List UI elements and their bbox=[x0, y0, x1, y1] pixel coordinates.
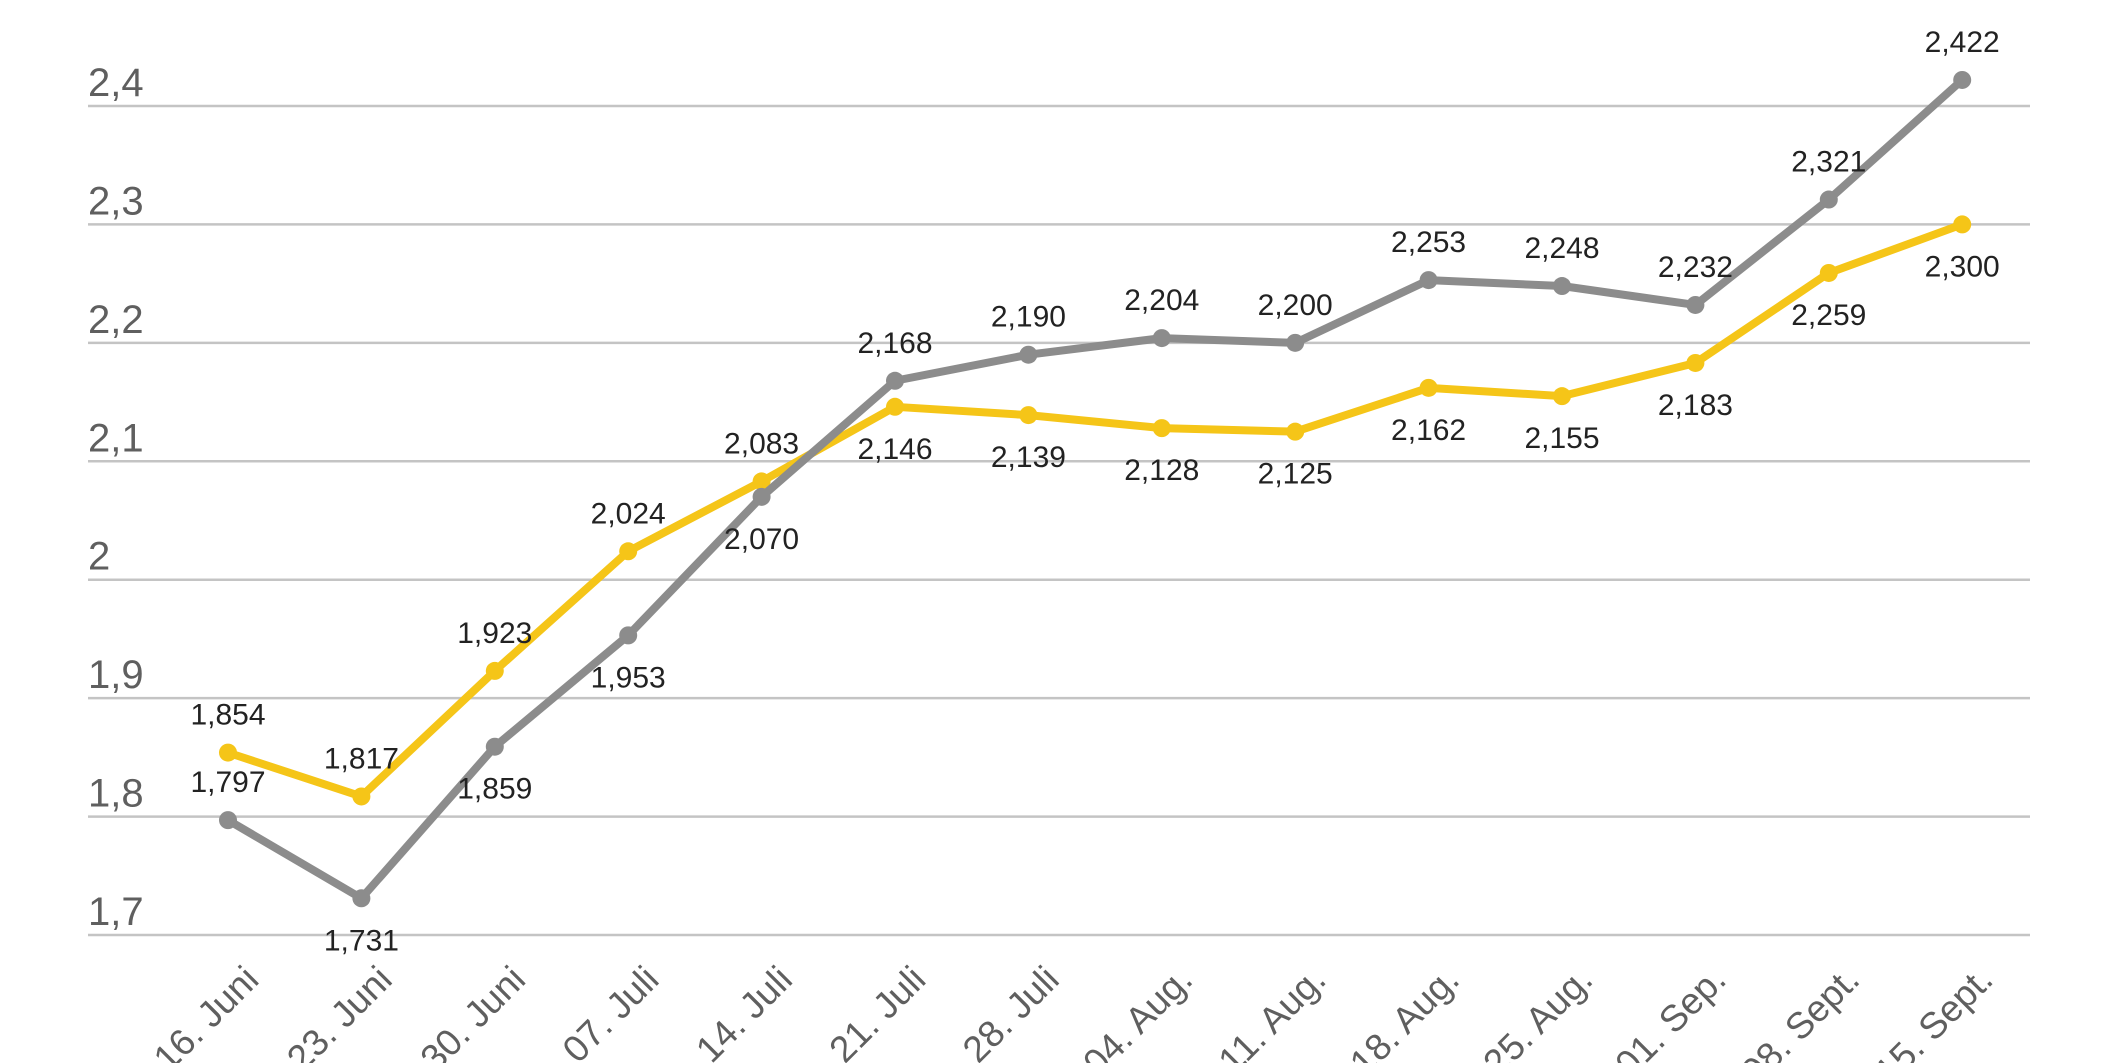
data-point bbox=[1019, 345, 1038, 364]
y-tick-label: 2,1 bbox=[88, 416, 144, 460]
data-point bbox=[1686, 353, 1705, 372]
data-point bbox=[1419, 271, 1438, 290]
x-axis-ticks: 16. Juni 23. Juni 30. Juni 07. Juli 14. Juli… bbox=[146, 958, 2001, 1063]
x-tick-label: 25. Aug. bbox=[1475, 958, 1600, 1063]
x-tick-label: 21. Juli bbox=[821, 958, 933, 1063]
data-point bbox=[1819, 190, 1838, 209]
data-point bbox=[1286, 422, 1305, 441]
x-tick-label: 01. Sep. bbox=[1607, 958, 1733, 1063]
y-tick-label: 2,4 bbox=[88, 61, 144, 105]
data-label: 2,422 bbox=[1925, 26, 2000, 59]
x-tick-label: 08. Sept. bbox=[1733, 958, 1867, 1063]
data-label: 2,253 bbox=[1391, 226, 1466, 259]
data-label: 2,162 bbox=[1391, 414, 1466, 447]
data-label: 2,139 bbox=[991, 441, 1066, 474]
data-point bbox=[1419, 378, 1438, 397]
series-line-1 bbox=[224, 75, 1967, 903]
x-tick-label: 30. Juni bbox=[413, 958, 534, 1063]
data-label: 1,923 bbox=[457, 617, 532, 650]
data-label: 2,083 bbox=[724, 427, 799, 460]
data-point bbox=[752, 487, 771, 506]
data-point bbox=[886, 397, 904, 416]
x-tick-label: 28. Juli bbox=[955, 958, 1067, 1063]
data-label: 2,125 bbox=[1258, 458, 1333, 491]
data-point bbox=[1553, 387, 1571, 406]
data-label: 1,797 bbox=[190, 766, 265, 799]
data-label: 2,146 bbox=[857, 433, 932, 466]
data-label: 1,731 bbox=[324, 924, 399, 957]
data-point bbox=[1953, 70, 1972, 89]
series-lines bbox=[219, 70, 1972, 908]
x-tick-label: 11. Aug. bbox=[1210, 958, 1333, 1063]
data-label: 2,300 bbox=[1925, 250, 2000, 283]
data-point bbox=[1953, 215, 1972, 234]
data-point bbox=[1553, 277, 1571, 296]
data-point bbox=[352, 889, 371, 908]
data-label: 2,070 bbox=[724, 523, 799, 556]
data-label: 2,024 bbox=[591, 497, 666, 530]
data-point bbox=[485, 661, 504, 680]
y-tick-label: 2,2 bbox=[88, 298, 144, 342]
x-tick-label: 04. Aug. bbox=[1075, 958, 1200, 1063]
y-axis-ticks: 1,7 1,8 1,9 2 2,1 2,2 2,3 2,4 bbox=[88, 61, 144, 934]
series-line-0 bbox=[224, 220, 1967, 801]
y-tick-label: 2 bbox=[88, 535, 110, 579]
data-labels: 1,854 1,797 1,817 1,731 1,923 1,859 2,024 1,953… bbox=[190, 26, 1999, 957]
y-tick-label: 1,7 bbox=[88, 890, 144, 934]
data-label: 2,190 bbox=[991, 301, 1066, 334]
x-tick-label: 23. Juni bbox=[279, 958, 400, 1063]
data-label: 2,128 bbox=[1124, 454, 1199, 487]
x-tick-label: 15. Sept. bbox=[1867, 958, 2001, 1063]
data-point bbox=[352, 787, 371, 806]
x-tick-label: 18. Aug. bbox=[1342, 958, 1467, 1063]
data-point bbox=[1686, 295, 1705, 314]
data-label: 1,953 bbox=[591, 661, 666, 694]
data-point bbox=[619, 542, 638, 561]
data-label: 1,854 bbox=[190, 699, 265, 732]
data-point bbox=[219, 743, 237, 762]
data-label: 2,321 bbox=[1791, 146, 1866, 179]
gridlines bbox=[88, 104, 2030, 937]
x-tick-label: 14. Juli bbox=[688, 958, 800, 1063]
x-tick-label: 07. Juli bbox=[555, 958, 667, 1063]
y-tick-label: 1,8 bbox=[88, 772, 144, 816]
x-tick-label: 16. Juni bbox=[146, 958, 267, 1063]
data-label: 2,259 bbox=[1791, 299, 1866, 332]
data-point bbox=[752, 472, 771, 491]
data-point bbox=[619, 626, 638, 645]
data-label: 2,168 bbox=[857, 327, 932, 360]
data-label: 2,248 bbox=[1524, 232, 1599, 265]
data-label: 1,817 bbox=[324, 742, 399, 775]
data-label: 2,232 bbox=[1658, 251, 1733, 284]
data-label: 2,204 bbox=[1124, 284, 1199, 317]
y-tick-label: 2,3 bbox=[88, 179, 144, 223]
data-label: 2,155 bbox=[1524, 422, 1599, 455]
data-point bbox=[1152, 329, 1171, 348]
data-point bbox=[485, 737, 504, 756]
data-label: 2,183 bbox=[1658, 389, 1733, 422]
y-tick-label: 1,9 bbox=[88, 653, 144, 697]
data-label: 1,859 bbox=[457, 773, 532, 806]
data-point bbox=[1286, 333, 1305, 352]
data-point bbox=[1152, 419, 1171, 438]
data-point bbox=[219, 811, 237, 830]
data-point bbox=[1019, 406, 1038, 425]
data-point bbox=[886, 371, 904, 390]
data-point bbox=[1819, 263, 1838, 282]
data-label: 2,200 bbox=[1258, 289, 1333, 322]
